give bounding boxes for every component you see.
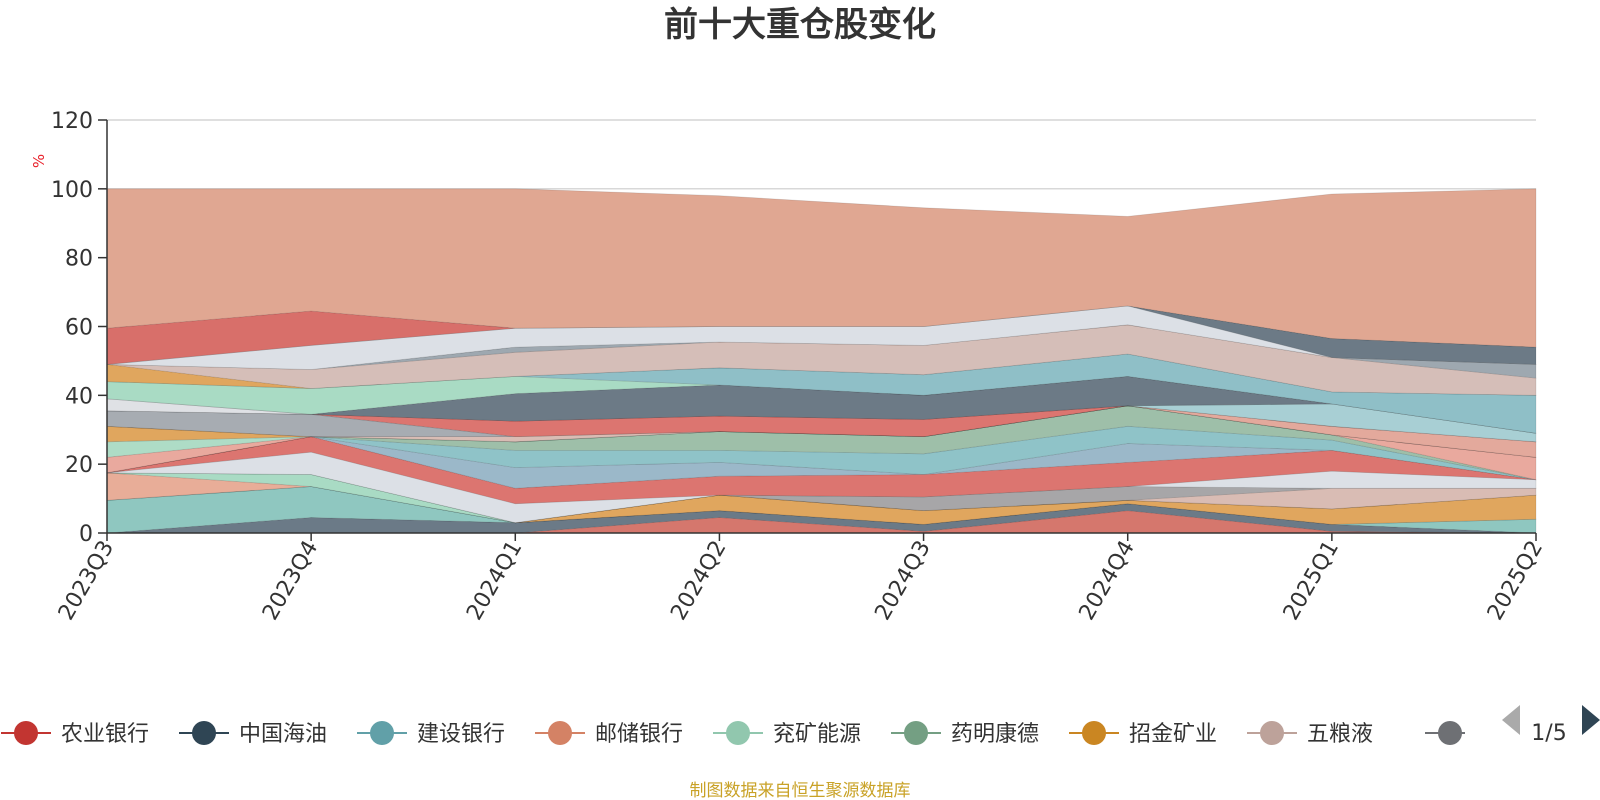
y-tick-label: 60: [65, 316, 93, 341]
y-tick-label: 100: [51, 178, 93, 203]
legend-item[interactable]: 药明康德: [891, 721, 1039, 747]
legend-item[interactable]: 中国海油: [179, 721, 327, 747]
x-tick-label: 2024Q1: [462, 537, 527, 625]
legend-item[interactable]: 农业银行: [1, 721, 149, 747]
legend-label: 中国海油: [239, 722, 327, 747]
legend-marker-icon: [726, 721, 750, 745]
x-tick-labels: 2023Q3 2023Q4 2024Q1 2024Q2 2024Q3 2024Q4 2025…: [54, 533, 1548, 625]
legend-marker-icon: [1260, 721, 1284, 745]
x-tick-label: 2025Q1: [1279, 537, 1344, 625]
x-tick-label: 2025Q2: [1483, 537, 1548, 625]
x-tick-label: 2024Q3: [870, 537, 935, 625]
area-band-32: [106, 188, 1537, 348]
legend-item[interactable]: 建设银行: [357, 721, 505, 747]
y-axis-unit: %: [30, 154, 48, 168]
legend: 农业银行 中国海油 建设银行 邮储银行 兖矿能源 药明康德 招金矿业 五粮液 中国: [1, 721, 1529, 747]
data-source-note: 制图数据来自恒生聚源数据库: [690, 781, 911, 800]
area-band-25: [106, 353, 1537, 434]
legend-label: 农业银行: [61, 722, 149, 747]
y-tick-label: 0: [79, 522, 93, 547]
legend-label: 五粮液: [1307, 722, 1373, 747]
legend-page-indicator: 1/5: [1531, 721, 1566, 746]
legend-prev-icon[interactable]: [1502, 705, 1520, 735]
legend-label: 兖矿能源: [773, 722, 861, 747]
legend-item[interactable]: 邮储银行: [535, 721, 683, 747]
legend-item[interactable]: 招金矿业: [1069, 721, 1217, 747]
y-tick-label: 80: [65, 247, 93, 272]
legend-label: 药明康德: [951, 722, 1039, 747]
legend-marker-icon: [1082, 721, 1106, 745]
area-band-26: [106, 353, 1537, 396]
legend-pager: 1/5: [1502, 705, 1600, 746]
legend-label: 中国: [1485, 722, 1529, 747]
legend-marker-icon: [192, 721, 216, 745]
y-tick-label: 20: [65, 453, 93, 478]
legend-label: 建设银行: [417, 722, 505, 747]
legend-next-icon[interactable]: [1582, 705, 1600, 735]
stacked-areas: [106, 188, 1537, 534]
chart-title: 前十大重仓股变化: [664, 5, 936, 45]
legend-item[interactable]: 中国: [1425, 721, 1529, 747]
y-tick-label: 40: [65, 384, 93, 409]
x-tick-label: 2024Q4: [1075, 537, 1140, 625]
x-tick-label: 2024Q2: [666, 537, 731, 625]
legend-marker-icon: [548, 721, 572, 745]
y-tick-labels: 0 20 40 60 80 100 120: [51, 109, 107, 547]
legend-label: 招金矿业: [1129, 722, 1217, 747]
legend-marker-icon: [14, 721, 38, 745]
y-tick-label: 120: [51, 109, 93, 134]
legend-item[interactable]: 五粮液: [1247, 721, 1373, 747]
legend-marker-icon: [370, 721, 394, 745]
legend-label: 邮储银行: [595, 722, 683, 747]
x-tick-label: 2023Q3: [54, 537, 119, 625]
x-tick-label: 2023Q4: [258, 537, 323, 625]
legend-marker-icon: [1438, 721, 1462, 745]
legend-marker-icon: [904, 721, 928, 745]
legend-item[interactable]: 兖矿能源: [713, 721, 861, 747]
